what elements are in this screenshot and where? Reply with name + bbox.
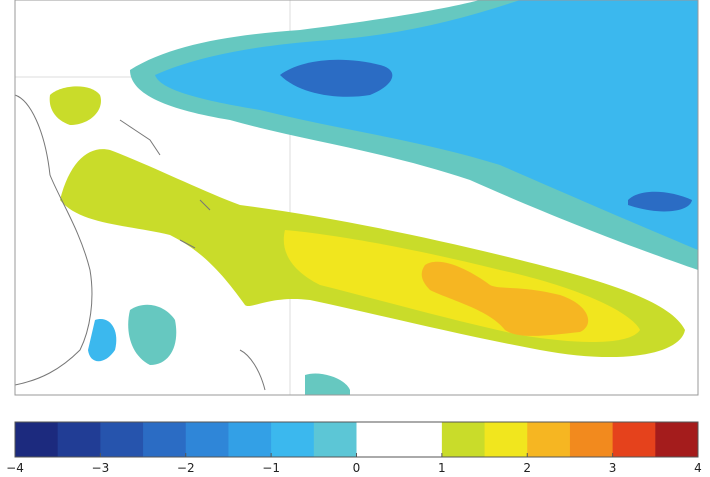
map — [14, 0, 699, 396]
region-dark-blue — [628, 191, 692, 212]
colorbar-band — [356, 422, 400, 457]
region-teal — [128, 304, 177, 365]
colorbar: −4 −3 −2 −1 0 1 2 3 4 — [6, 421, 702, 475]
map-frame — [14, 0, 699, 396]
colorbar-band — [612, 422, 656, 457]
colorbar-band — [527, 422, 571, 457]
colorbar-band — [271, 422, 315, 457]
colorbar-band — [441, 422, 486, 457]
region-green — [49, 86, 101, 125]
colorbar-band — [484, 422, 528, 457]
region-orange — [421, 261, 589, 336]
colorbar-tick-label: −2 — [177, 461, 195, 473]
region-teal — [305, 373, 350, 395]
colorbar-tick-label: −3 — [92, 461, 110, 473]
colorbar-tick-label: 4 — [694, 461, 702, 473]
colorbar-tick-label: −4 — [6, 461, 24, 473]
colorbar-band — [100, 422, 144, 457]
colorbar-band — [143, 422, 187, 457]
coastline — [239, 349, 266, 391]
colorbar-tick-label: 1 — [438, 461, 446, 473]
colorbar-band — [313, 422, 357, 457]
region-blue — [155, 0, 698, 250]
colorbar-band — [185, 422, 229, 457]
colorbar-band — [399, 422, 443, 457]
region-blue — [88, 319, 117, 362]
colorbar-band — [569, 422, 614, 457]
colorbar-band — [15, 422, 59, 457]
coastline — [14, 94, 93, 386]
colorbar-tick-label: 2 — [523, 461, 531, 473]
colorbar-tick-label: 0 — [353, 461, 361, 473]
colorbar-band — [57, 422, 101, 457]
colorbar-tick-label: 3 — [609, 461, 617, 473]
colorbar-band — [228, 422, 272, 457]
colorbar-band — [655, 422, 699, 457]
coastline — [119, 119, 211, 249]
region-dark-blue — [280, 59, 393, 97]
colorbar-tick-label: −1 — [262, 461, 280, 473]
